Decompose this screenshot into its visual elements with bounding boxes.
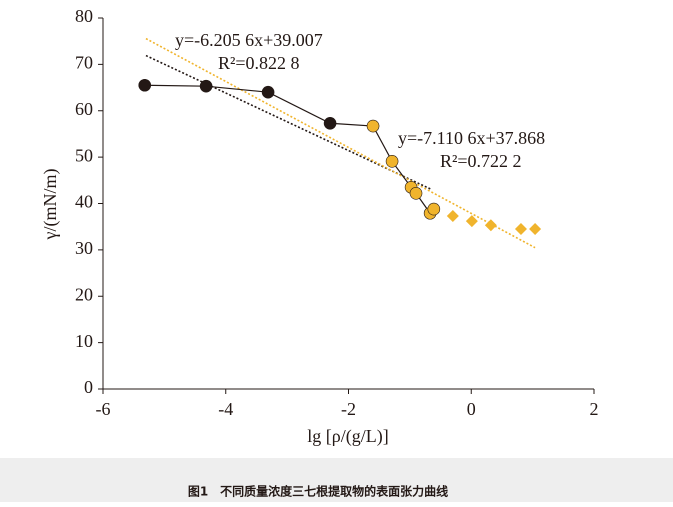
y-tick-label: 80 [75, 6, 93, 26]
point [261, 85, 275, 99]
y-tick-label: 60 [75, 99, 93, 119]
y-tick-label: 10 [75, 331, 93, 351]
point [199, 79, 213, 93]
point [366, 119, 380, 133]
point [514, 223, 527, 236]
y-tick-label: 0 [84, 377, 93, 397]
point [446, 210, 459, 223]
point [385, 154, 399, 168]
point [427, 202, 441, 216]
trend-label: y=-6.205 6x+39.007 [175, 30, 323, 50]
x-tick-label: 2 [590, 399, 599, 419]
point [323, 116, 337, 130]
y-tick-label: 50 [75, 145, 93, 165]
series-line [144, 84, 435, 215]
y-tick-label: 40 [75, 192, 93, 212]
y-tick-label: 20 [75, 284, 93, 304]
caption: 图1 不同质量浓度三七根提取物的表面张力曲线 [188, 484, 448, 499]
point [529, 223, 542, 236]
x-tick-label: -6 [96, 399, 111, 419]
trendline [145, 37, 536, 249]
caption-band [0, 458, 673, 502]
x-axis-label: lg [ρ/(g/L)] [307, 426, 388, 447]
x-tick-label: 0 [467, 399, 476, 419]
point [465, 215, 478, 228]
trend-r2: R²=0.822 8 [218, 53, 300, 73]
x-tick-label: -2 [341, 399, 356, 419]
trend-r2: R²=0.722 2 [440, 151, 522, 171]
point [138, 78, 152, 92]
trend-label: y=-7.110 6x+37.868 [398, 128, 545, 148]
trendline [145, 54, 432, 191]
y-tick-label: 70 [75, 53, 93, 73]
x-tick-label: -4 [218, 399, 233, 419]
point [484, 219, 497, 232]
y-axis-label: γ/(mN/m) [40, 169, 61, 241]
y-tick-label: 30 [75, 238, 93, 258]
point [409, 186, 423, 200]
